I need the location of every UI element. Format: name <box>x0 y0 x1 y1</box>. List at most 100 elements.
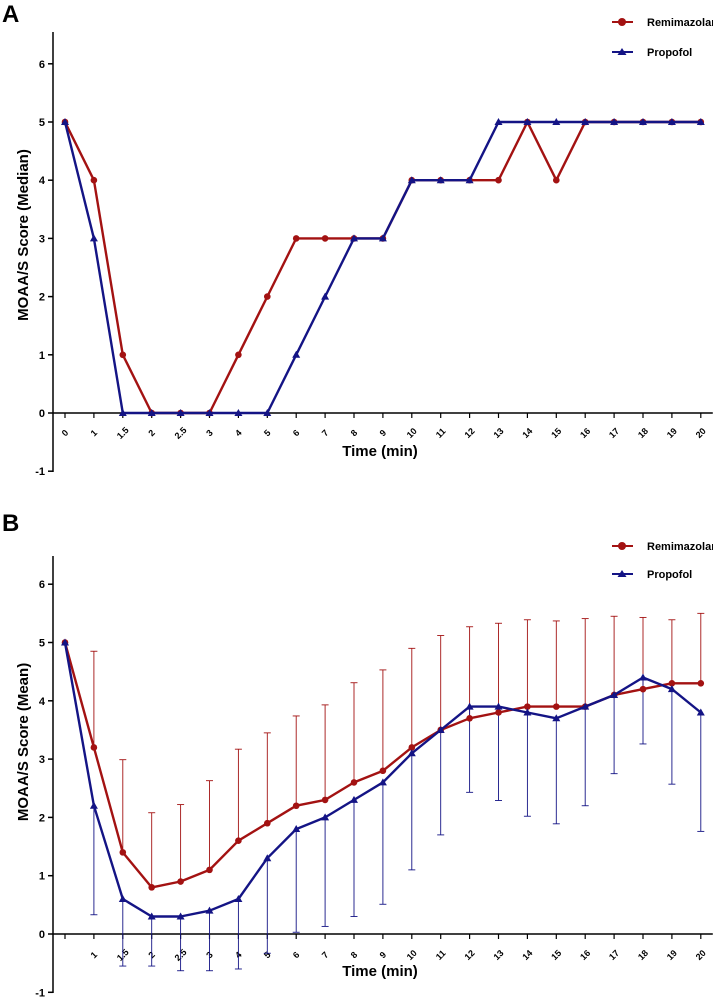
x-tick-label: 13 <box>491 948 505 962</box>
data-point-remimazolam <box>264 819 271 827</box>
panel-letter-b: B <box>2 510 19 537</box>
x-tick-label: 15 <box>549 426 563 440</box>
y-axis-title-b: MOAA/S Score (Mean) <box>15 663 32 821</box>
x-tick-label: 19 <box>665 948 679 962</box>
data-point-remimazolam <box>264 293 271 300</box>
y-tick-label: -1 <box>35 987 45 999</box>
data-point-propofol <box>494 118 503 125</box>
data-point-propofol <box>234 409 243 416</box>
y-tick-label: -1 <box>35 466 45 478</box>
data-point-propofol <box>465 176 474 184</box>
data-point-propofol <box>89 801 98 809</box>
data-point-propofol <box>696 118 705 125</box>
data-point-remimazolam <box>466 714 473 722</box>
x-tick-label: 18 <box>636 948 650 962</box>
legend-label-propofol: Propofol <box>647 47 692 59</box>
legend-a: Remimazolam Propofol <box>612 17 713 59</box>
data-point-propofol <box>61 638 69 646</box>
data-point-remimazolam <box>235 351 242 359</box>
data-point-remimazolam <box>119 351 127 359</box>
data-point-propofol <box>263 409 272 416</box>
y-tick-label: 3 <box>39 233 45 245</box>
series-line-propofol <box>63 120 701 415</box>
x-tick-label: 4 <box>233 428 244 439</box>
data-point-propofol <box>465 702 474 710</box>
data-point-remimazolam <box>292 235 300 242</box>
data-point-propofol <box>436 725 445 733</box>
legend-label-propofol: Propofol <box>647 569 692 581</box>
y-tick-label: 6 <box>39 579 45 591</box>
x-tick-label: 6 <box>291 950 302 961</box>
data-point-remimazolam <box>90 744 98 751</box>
data-point-propofol <box>147 912 156 920</box>
legend-marker-propofol <box>617 48 627 55</box>
data-point-propofol <box>147 409 156 416</box>
y-tick-label: 3 <box>39 754 45 766</box>
data-point-propofol <box>494 702 503 710</box>
data-point-remimazolam <box>206 866 213 874</box>
data-point-remimazolam <box>350 779 358 786</box>
y-tick-label: 5 <box>39 117 45 129</box>
data-point-propofol <box>610 118 619 125</box>
x-tick-label: 8 <box>349 428 360 439</box>
data-point-propofol <box>581 118 590 125</box>
data-point-remimazolam <box>553 176 560 184</box>
x-tick-label: 12 <box>463 426 477 440</box>
data-point-propofol <box>581 702 590 710</box>
legend-label-remimazolam: Remimazolam <box>647 541 713 553</box>
y-tick-label: 4 <box>39 696 46 708</box>
x-tick-label: 5 <box>262 950 273 961</box>
data-point-remimazolam <box>321 796 329 804</box>
data-point-remimazolam <box>321 235 329 242</box>
data-point-propofol <box>552 714 561 722</box>
data-point-remimazolam <box>524 703 531 710</box>
data-point-propofol <box>407 176 416 184</box>
x-tick-label: 14 <box>520 426 534 440</box>
data-point-remimazolam <box>408 744 416 751</box>
data-point-propofol <box>118 895 127 903</box>
data-point-propofol <box>205 409 214 416</box>
x-tick-label: 16 <box>578 426 592 440</box>
data-point-propofol <box>176 409 185 416</box>
x-tick-label: 11 <box>434 948 448 962</box>
x-tick-label: 2.5 <box>173 425 189 441</box>
x-axis-title-b: Time (min) <box>342 963 418 980</box>
data-point-propofol <box>667 685 676 693</box>
legend-marker-remimazolam <box>618 18 626 26</box>
series-line-remimazolam <box>63 120 701 415</box>
x-tick-label: 5 <box>262 428 273 439</box>
panel-letter-a: A <box>2 1 19 28</box>
legend-b: Remimazolam Propofol <box>612 541 713 581</box>
data-point-propofol <box>89 234 98 242</box>
data-point-remimazolam <box>177 878 184 885</box>
data-point-propofol <box>407 749 416 757</box>
x-axis-title-a: Time (min) <box>342 443 418 460</box>
legend-label-remimazolam: Remimazolam <box>647 17 713 29</box>
x-tick-label: 16 <box>578 948 592 962</box>
x-tick-label: 20 <box>694 948 708 962</box>
x-tick-label: 2 <box>146 428 157 439</box>
x-tick-label: 17 <box>607 426 621 440</box>
data-point-propofol <box>378 234 387 242</box>
data-point-propofol <box>118 409 127 416</box>
x-tick-label: 11 <box>434 426 448 440</box>
x-tick-label: 6 <box>291 428 302 439</box>
x-tick-label: 14 <box>520 948 534 962</box>
x-tick-label: 3 <box>204 428 215 439</box>
data-point-remimazolam <box>379 767 387 775</box>
panel-b: B MOAA/S Score (Mean) Time (min) Remimaz… <box>2 510 713 999</box>
x-tick-label: 7 <box>320 950 331 961</box>
x-tick-label: 1.5 <box>115 425 131 441</box>
y-tick-label: 5 <box>39 638 45 650</box>
y-tick-label: 4 <box>39 175 46 187</box>
legend-marker-remimazolam <box>618 542 626 550</box>
data-point-remimazolam <box>495 176 502 184</box>
data-point-propofol <box>176 912 185 920</box>
data-point-remimazolam <box>90 176 98 184</box>
data-point-remimazolam <box>495 709 502 716</box>
x-tick-label: 20 <box>694 426 708 440</box>
x-tick-label: 7 <box>320 428 331 439</box>
data-point-propofol <box>378 778 387 786</box>
data-point-remimazolam <box>553 703 560 710</box>
